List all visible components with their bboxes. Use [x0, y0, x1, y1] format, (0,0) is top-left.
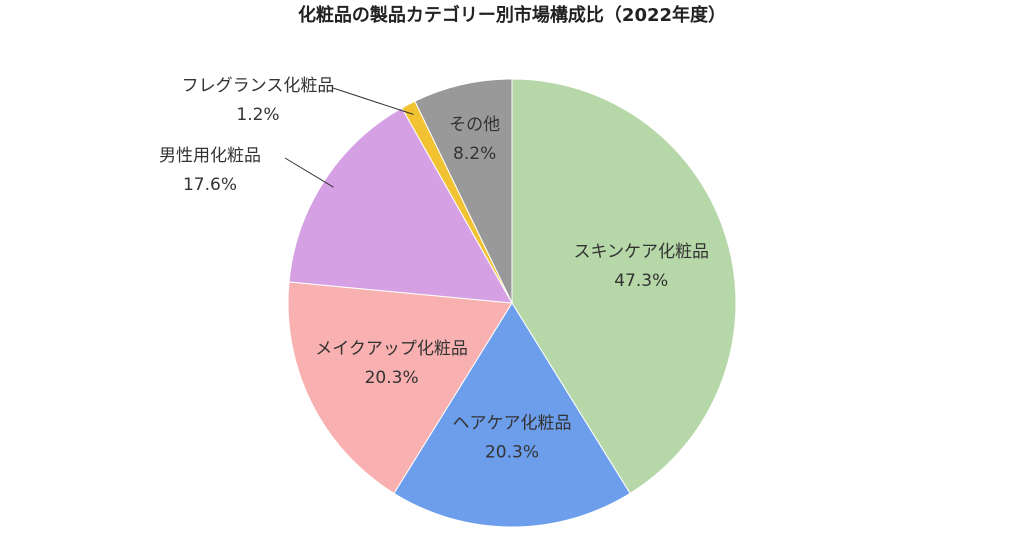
value-label: 17.6%	[183, 175, 237, 195]
slice-label: 男性用化粧品	[159, 146, 261, 166]
value-label: 8.2%	[453, 144, 496, 164]
value-label: 1.2%	[236, 105, 279, 125]
leader-line	[332, 87, 414, 115]
slice-label: フレグランス化粧品	[182, 76, 335, 96]
value-label: 47.3%	[614, 271, 668, 291]
slice-label: その他	[449, 115, 500, 135]
value-label: 20.3%	[365, 368, 419, 388]
chart-title: 化粧品の製品カテゴリー別市場構成比（2022年度）	[298, 4, 726, 26]
slice-label: スキンケア化粧品	[574, 242, 710, 262]
pie-slice	[393, 302, 631, 528]
pie-slice	[414, 78, 513, 304]
value-label: 20.3%	[485, 442, 539, 462]
leader-line	[284, 157, 334, 188]
pie-slice	[511, 78, 737, 495]
slice-label: ヘアケア化粧品	[453, 413, 572, 433]
pie-slice	[287, 281, 513, 495]
slice-label: メイクアップ化粧品	[315, 339, 468, 359]
